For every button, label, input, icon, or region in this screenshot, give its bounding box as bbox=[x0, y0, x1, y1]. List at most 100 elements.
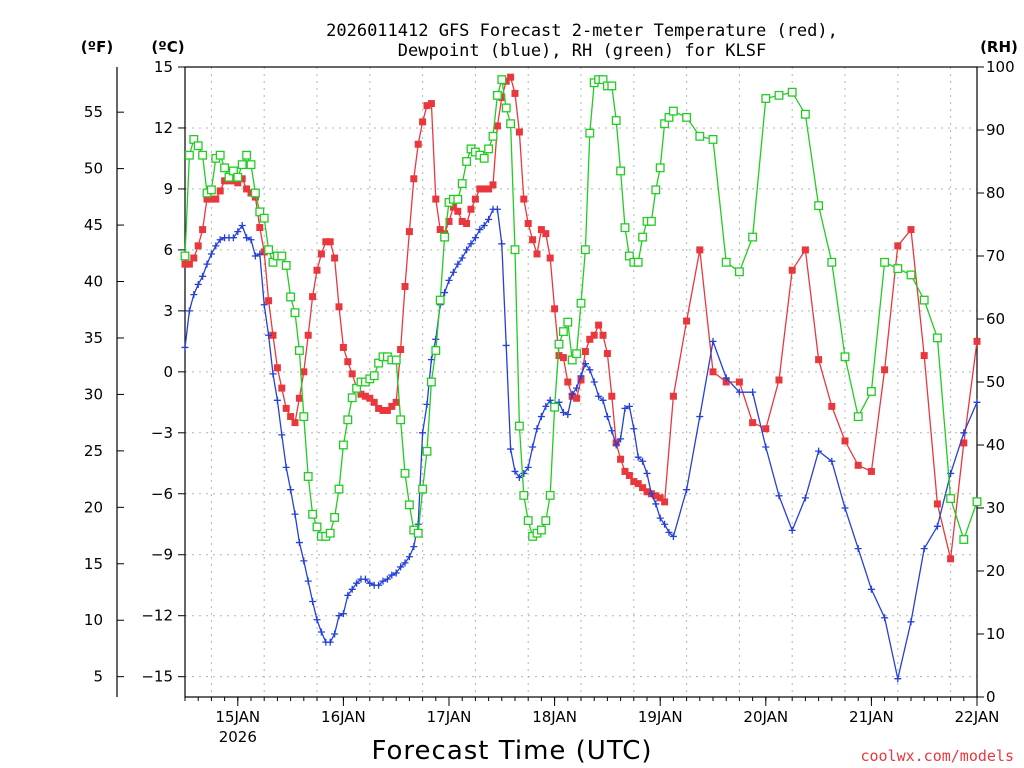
temperature-point bbox=[625, 471, 633, 479]
dewpoint-point bbox=[590, 378, 598, 386]
temperature-point bbox=[216, 187, 224, 195]
rh-tick-label: 60 bbox=[986, 310, 1005, 328]
dewpoint-point bbox=[529, 443, 537, 451]
rh-point bbox=[457, 179, 467, 188]
temperature-point bbox=[643, 488, 651, 496]
temperature-point bbox=[709, 368, 717, 376]
celsius-tick-label: −9 bbox=[151, 546, 173, 564]
rh-point bbox=[800, 109, 810, 119]
dewpoint-point bbox=[480, 222, 488, 230]
dewpoint-point bbox=[661, 520, 669, 528]
rh-point bbox=[479, 153, 489, 163]
dewpoint-point bbox=[801, 494, 809, 502]
dewpoint-point bbox=[511, 467, 519, 475]
temperature-point bbox=[445, 217, 453, 225]
dewpoint-point bbox=[300, 557, 308, 565]
temperature-point bbox=[537, 226, 545, 234]
dewpoint-point bbox=[485, 215, 493, 223]
temperature-point bbox=[762, 425, 770, 433]
dewpoint-point bbox=[656, 514, 664, 522]
dewpoint-point bbox=[608, 427, 616, 435]
dewpoint-point bbox=[854, 545, 862, 553]
fahrenheit-tick-label: 30 bbox=[84, 385, 103, 403]
celsius-tick-label: 6 bbox=[163, 241, 173, 259]
dewpoint-point bbox=[586, 366, 594, 374]
dewpoint-point bbox=[287, 486, 295, 494]
dewpoint-point bbox=[595, 392, 603, 400]
rh-point bbox=[290, 308, 300, 318]
dewpoint-point bbox=[828, 457, 836, 465]
temperature-point bbox=[749, 419, 757, 427]
temperature-point bbox=[854, 461, 862, 469]
rh-point bbox=[866, 386, 876, 396]
rh-point bbox=[338, 440, 348, 450]
dewpoint-point bbox=[366, 579, 374, 587]
temperature-point bbox=[397, 345, 405, 353]
temperature-point bbox=[480, 185, 488, 193]
celsius-tick-label: −3 bbox=[151, 424, 173, 442]
rh-point bbox=[932, 333, 942, 343]
rh-point bbox=[638, 232, 648, 242]
rh-point bbox=[308, 509, 318, 519]
rh-point bbox=[633, 257, 643, 267]
rh-point bbox=[774, 90, 784, 100]
temperature-point bbox=[423, 102, 431, 110]
fahrenheit-unit-label: (ºF) bbox=[81, 38, 113, 56]
x-tick-label: 16JAN bbox=[321, 708, 366, 726]
rh-point bbox=[572, 349, 582, 359]
rh-point bbox=[510, 245, 520, 255]
fahrenheit-tick-label: 35 bbox=[84, 329, 103, 347]
x-tick-label: 15JAN bbox=[215, 708, 260, 726]
rh-point bbox=[184, 150, 194, 160]
dewpoint-point bbox=[665, 528, 673, 536]
temperature-point bbox=[410, 175, 418, 183]
dewpoint-point bbox=[683, 486, 691, 494]
rh-point bbox=[462, 157, 472, 166]
temperature-point bbox=[529, 236, 537, 244]
temperature-point bbox=[392, 398, 400, 406]
dewpoint-point bbox=[643, 469, 651, 477]
temperature-point bbox=[401, 282, 409, 290]
rh-tick-label: 50 bbox=[986, 373, 1005, 391]
dewpoint-point bbox=[392, 569, 400, 577]
rh-point bbox=[343, 415, 353, 425]
temperature-point bbox=[559, 354, 567, 362]
dewpoint-point bbox=[573, 384, 581, 392]
temperature-point bbox=[573, 394, 581, 402]
rh-point bbox=[646, 216, 656, 226]
dewpoint-point bbox=[331, 630, 339, 638]
temperature-point bbox=[366, 394, 374, 402]
x-tick-sublabel: 2026 bbox=[219, 728, 257, 746]
x-tick-label: 21JAN bbox=[849, 708, 894, 726]
rh-point bbox=[576, 298, 586, 308]
dewpoint-point bbox=[445, 276, 453, 284]
dewpoint-point bbox=[788, 526, 796, 534]
temperature-point bbox=[933, 500, 941, 508]
rh-point bbox=[616, 166, 626, 176]
fahrenheit-tick-label: 40 bbox=[84, 273, 103, 291]
x-tick-label: 18JAN bbox=[532, 708, 577, 726]
celsius-tick-label: 12 bbox=[154, 119, 173, 137]
rh-point bbox=[492, 90, 502, 100]
dewpoint-point bbox=[920, 545, 928, 553]
temperature-point bbox=[269, 331, 277, 339]
temperature-point bbox=[947, 555, 955, 563]
temperature-point bbox=[586, 335, 594, 343]
dewpoint-point bbox=[647, 490, 655, 498]
dewpoint-point bbox=[243, 234, 251, 242]
temperature-point bbox=[493, 122, 501, 130]
temperature-point bbox=[383, 406, 391, 414]
temperature-point bbox=[608, 392, 616, 400]
rh-tick-label: 80 bbox=[986, 184, 1005, 202]
celsius-tick-label: 0 bbox=[163, 363, 173, 381]
temperature-point bbox=[841, 437, 849, 445]
rh-point bbox=[514, 421, 524, 431]
temperature-point bbox=[273, 364, 281, 372]
dewpoint-point bbox=[524, 463, 532, 471]
temperature-line bbox=[185, 76, 978, 559]
dewpoint-point bbox=[749, 388, 757, 396]
rh-point bbox=[541, 516, 551, 526]
rh-point bbox=[545, 490, 555, 500]
dewpoint-point bbox=[212, 242, 220, 250]
dewpoint-point bbox=[304, 577, 312, 585]
